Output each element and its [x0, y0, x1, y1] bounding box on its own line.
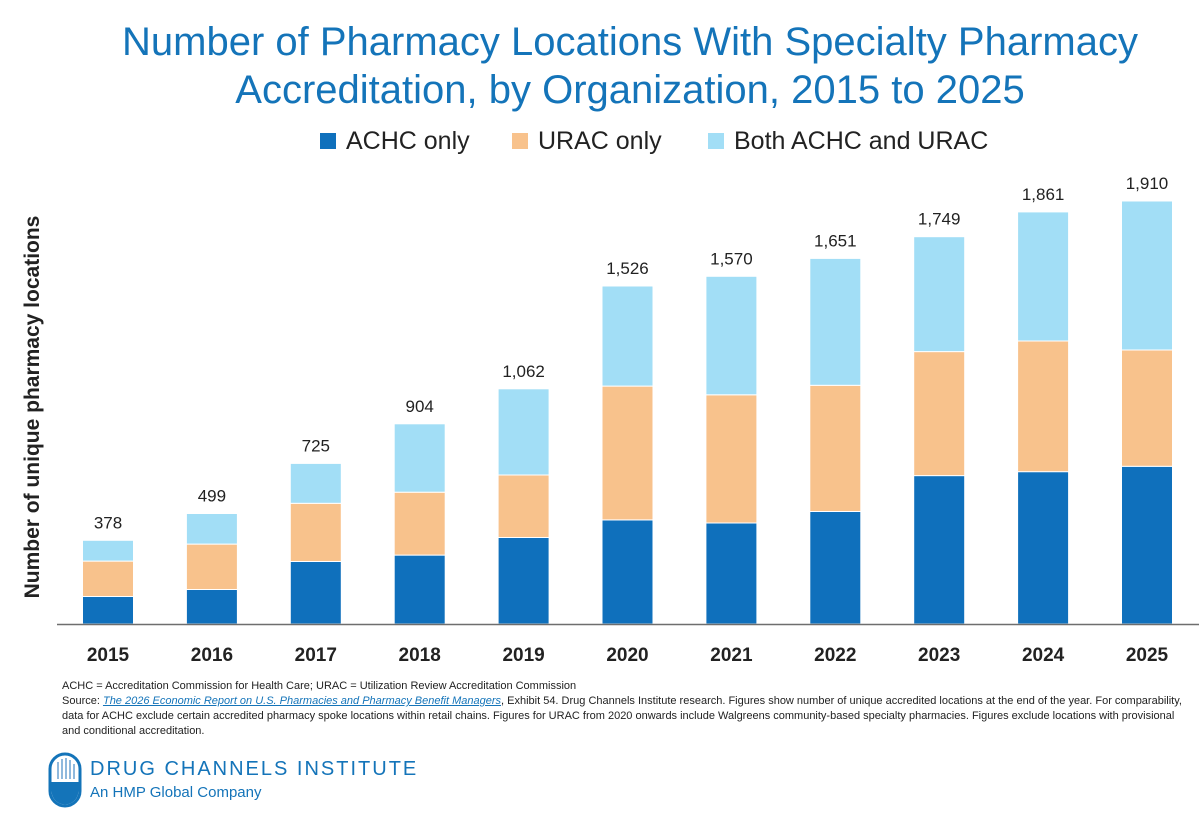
bar-achc-2020 [601, 519, 654, 625]
bar-both-2016 [185, 513, 238, 545]
bar-urac-2019 [497, 474, 550, 538]
bar-urac-2025 [1121, 349, 1173, 467]
bar-both-2024 [1017, 211, 1070, 342]
x-tick-2017: 2017 [295, 645, 337, 666]
bar-achc-2016 [185, 589, 238, 625]
total-label-2025: 1,910 [1126, 174, 1169, 193]
x-tick-2022: 2022 [814, 645, 856, 666]
bar-urac-2023 [913, 351, 966, 477]
bar-both-2021 [705, 275, 758, 396]
chart-title: Number of Pharmacy Locations With Specia… [122, 20, 1138, 112]
total-label-2016: 499 [198, 487, 226, 506]
legend-swatch-urac [512, 133, 528, 149]
legend-swatch-achc [320, 133, 336, 149]
total-label-2024: 1,861 [1022, 185, 1065, 204]
bar-both-2019 [497, 388, 550, 476]
bar-both-2017 [289, 462, 342, 504]
x-tick-2015: 2015 [87, 645, 130, 666]
source-report-link[interactable]: The 2026 Economic Report on U.S. Pharmac… [102, 695, 502, 707]
bar-both-2018 [393, 423, 446, 493]
total-label-2019: 1,062 [502, 362, 545, 381]
bar-urac-2022 [809, 384, 862, 512]
bar-urac-2015 [82, 560, 134, 597]
x-tick-2019: 2019 [502, 645, 544, 666]
total-label-2017: 725 [302, 436, 330, 455]
bar-urac-2018 [393, 491, 446, 556]
total-label-2021: 1,570 [710, 249, 753, 268]
x-tick-2020: 2020 [606, 645, 648, 666]
x-tick-2018: 2018 [399, 645, 441, 666]
bar-achc-2018 [393, 554, 446, 625]
bar-achc-2022 [809, 511, 862, 625]
bar-chart: 378 2015 499 2016 725 2017 904 2018 1,062 2019 1,5… [57, 174, 1199, 666]
bar-both-2015 [82, 539, 134, 562]
source-prefix: Source: [62, 695, 103, 707]
source-note: Source: The 2026 Economic Report on U.S.… [62, 694, 1187, 739]
bar-achc-2021 [705, 522, 758, 625]
bar-achc-2023 [913, 475, 966, 625]
abbreviation-note: ACHC = Accreditation Commission for Heal… [62, 680, 577, 692]
total-label-2020: 1,526 [606, 259, 649, 278]
x-tick-2021: 2021 [710, 645, 753, 666]
x-tick-2016: 2016 [191, 645, 233, 666]
legend-label-urac: URAC only [538, 126, 662, 155]
legend-item-urac: URAC only [512, 124, 662, 158]
bar-achc-2017 [289, 561, 342, 625]
bar-achc-2025 [1121, 465, 1173, 625]
total-label-2015: 378 [94, 513, 122, 532]
bar-both-2023 [913, 236, 966, 353]
total-label-2018: 904 [406, 397, 434, 416]
x-tick-2025: 2025 [1126, 645, 1169, 666]
bar-both-2025 [1121, 200, 1173, 351]
total-label-2023: 1,749 [918, 210, 961, 229]
source-details: , Exhibit 54. Drug Channels Institute re… [62, 695, 1182, 737]
bar-urac-2017 [289, 502, 342, 562]
bar-urac-2016 [185, 543, 238, 590]
company-logo: DRUG CHANNELS INSTITUTE An HMP Global Co… [48, 752, 468, 808]
bar-urac-2024 [1017, 340, 1070, 473]
bar-achc-2019 [497, 536, 550, 625]
legend-label-both: Both ACHC and URAC [734, 126, 989, 155]
bar-both-2022 [809, 257, 862, 386]
total-label-2022: 1,651 [814, 231, 857, 250]
footnotes: ACHC = Accreditation Commission for Heal… [62, 679, 1187, 739]
bar-achc-2015 [82, 596, 134, 625]
legend-label-achc: ACHC only [346, 126, 470, 155]
chart-legend: ACHC only URAC only Both ACHC and URAC [0, 124, 1200, 158]
legend-swatch-both [708, 133, 724, 149]
x-tick-2023: 2023 [918, 645, 960, 666]
bar-achc-2024 [1017, 471, 1070, 625]
logo-tagline: An HMP Global Company [90, 784, 262, 801]
pill-logo-icon [48, 752, 82, 808]
legend-item-both: Both ACHC and URAC [708, 124, 988, 158]
x-tick-2024: 2024 [1022, 645, 1065, 666]
bar-both-2020 [601, 285, 654, 387]
bar-urac-2020 [601, 385, 654, 521]
legend-item-achc: ACHC only [320, 124, 470, 158]
bar-urac-2021 [705, 394, 758, 524]
logo-name: DRUG CHANNELS INSTITUTE [90, 758, 419, 780]
